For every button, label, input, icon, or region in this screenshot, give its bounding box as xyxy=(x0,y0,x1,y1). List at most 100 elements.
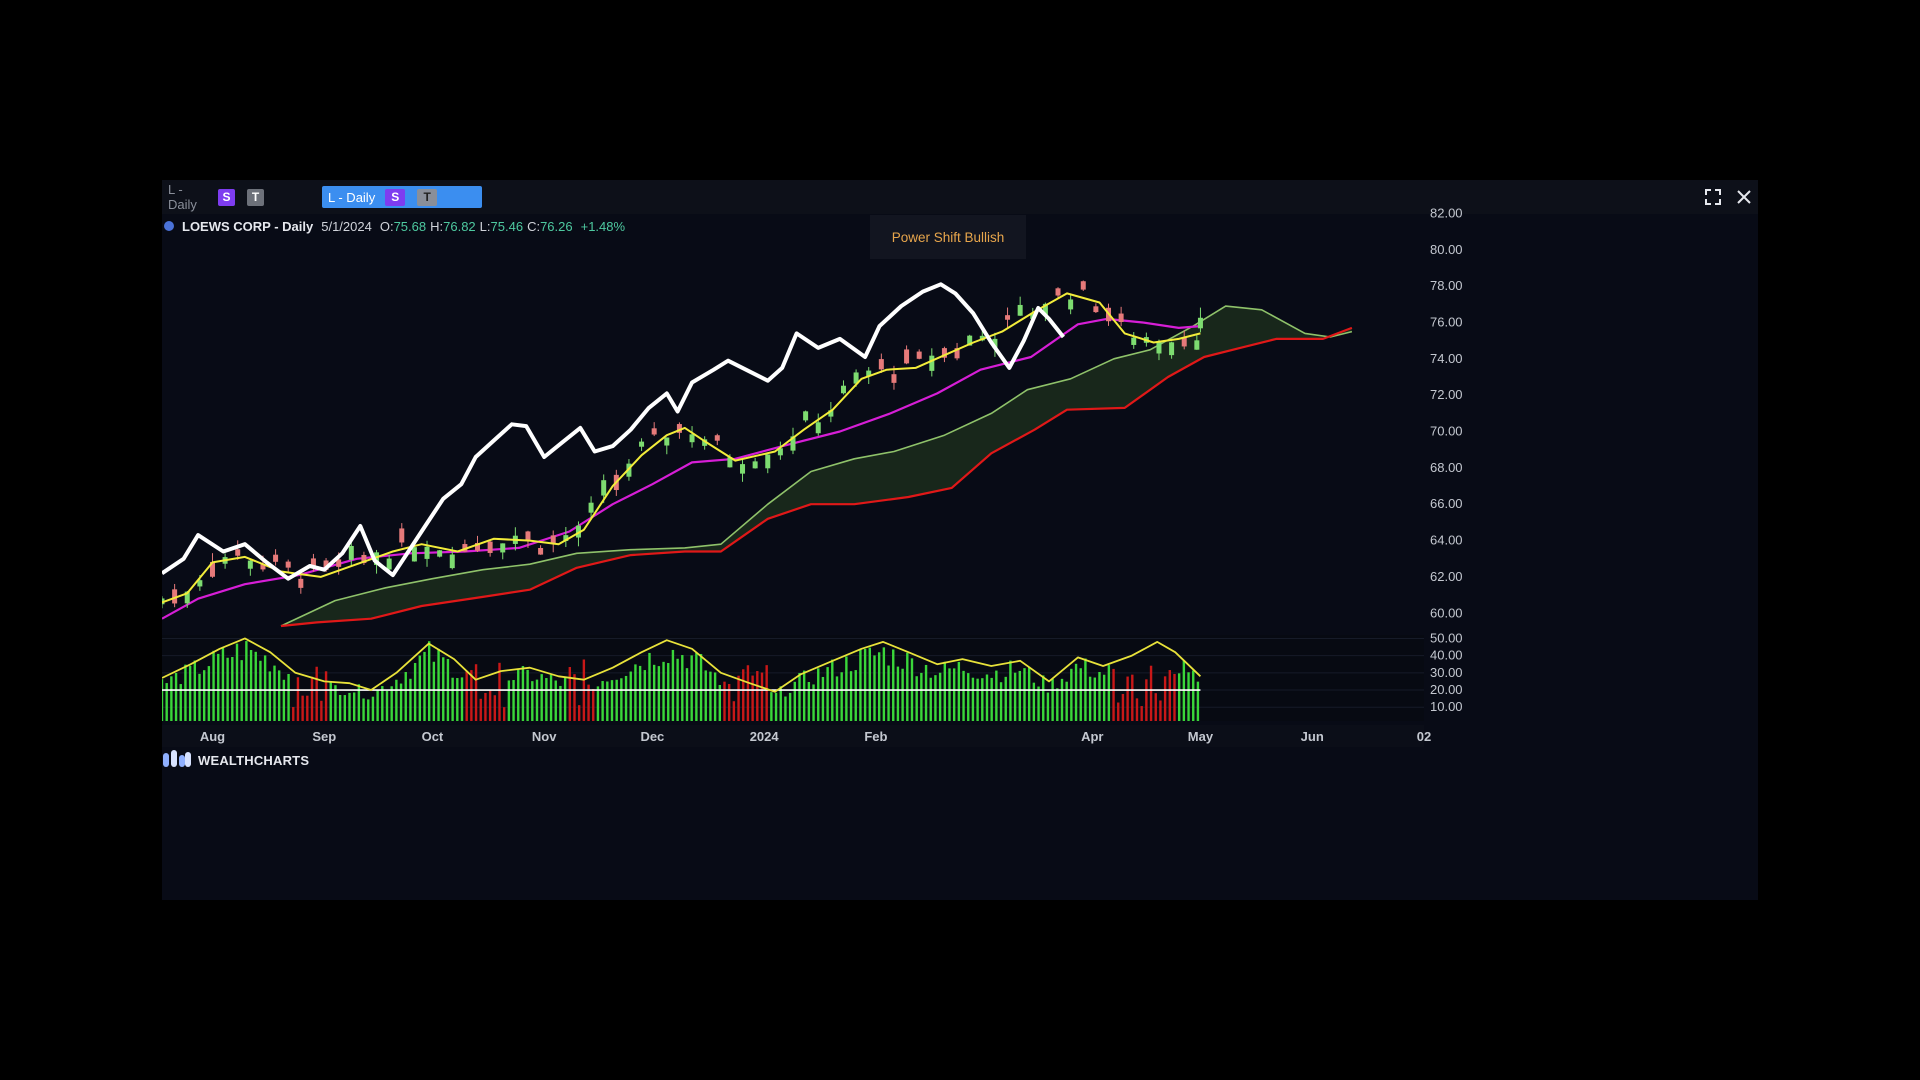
histogram-bar-down xyxy=(1140,706,1143,721)
histogram-bar-down xyxy=(1154,693,1157,721)
histogram-bar-up xyxy=(915,676,918,721)
histogram-bar-up xyxy=(1102,674,1106,721)
histogram-bar-up xyxy=(718,684,722,721)
histogram-bar-down xyxy=(310,676,314,721)
histogram-bar-up xyxy=(896,666,900,721)
tab-l-daily-1[interactable]: L - Daily S T xyxy=(162,182,282,212)
price-chart[interactable]: 82.00 80.00 78.00 76.00 74.00 72.00 70.00 68.00… xyxy=(162,180,1758,900)
studies-badge[interactable]: S xyxy=(385,188,406,206)
histogram-bar-up xyxy=(699,653,703,721)
histogram-bar-up xyxy=(924,664,928,721)
histogram-bar-down xyxy=(1149,665,1153,721)
candle xyxy=(336,559,342,567)
histogram-bar-up xyxy=(952,668,956,721)
candle xyxy=(197,580,203,587)
candle xyxy=(361,554,367,564)
histogram-bar-up xyxy=(685,668,689,721)
histogram-bar-up xyxy=(507,680,511,721)
histogram-bar-up xyxy=(217,653,220,721)
histogram-bar-up xyxy=(638,665,642,721)
histogram-bar-up xyxy=(526,669,529,721)
wealthcharts-logo: WEALTHCHARTS xyxy=(162,748,309,772)
tab-label: L - Daily xyxy=(168,182,197,212)
histogram-bar-up xyxy=(1192,670,1195,721)
histogram-bar-up xyxy=(1060,678,1064,721)
histogram-bar-up xyxy=(840,672,843,721)
candle xyxy=(500,543,506,553)
x-tick-label: Dec xyxy=(640,729,664,744)
histogram-bar-up xyxy=(277,670,281,721)
candle xyxy=(285,561,291,568)
histogram-bar-up xyxy=(788,692,792,721)
candle xyxy=(575,525,581,538)
close-icon[interactable] xyxy=(1735,188,1753,206)
tools-badge[interactable]: T xyxy=(417,188,438,206)
histogram-bar-up xyxy=(1074,663,1078,721)
histogram-bar-up xyxy=(390,686,393,721)
histogram-bar-down xyxy=(765,665,768,721)
candle xyxy=(1181,336,1187,347)
histogram-bar-up xyxy=(868,647,872,721)
histogram-bar-down xyxy=(760,672,764,721)
histogram-bar-up xyxy=(559,685,562,721)
histogram-bar-up xyxy=(835,676,839,721)
histogram-bar-up xyxy=(1093,677,1096,721)
histogram-bar-up xyxy=(1051,678,1054,721)
histogram-bar-down xyxy=(1131,674,1134,721)
osc-y-tick-label: 50.00 xyxy=(1430,630,1463,645)
histogram-bar-up xyxy=(381,686,384,721)
candle xyxy=(563,535,569,542)
histogram-bar-up xyxy=(179,684,182,721)
histogram-bar-up xyxy=(624,675,628,721)
histogram-bar-down xyxy=(488,690,492,721)
histogram-bar-up xyxy=(371,696,375,721)
histogram-bar-up xyxy=(817,668,820,721)
x-tick-label: Aug xyxy=(200,729,225,744)
candle xyxy=(348,545,354,560)
histogram-bar-down xyxy=(737,675,740,721)
logo-text: WEALTHCHARTS xyxy=(198,752,310,768)
tools-badge[interactable]: T xyxy=(247,188,264,206)
candle xyxy=(184,591,190,604)
y-tick-label: 66.00 xyxy=(1430,496,1463,511)
histogram-bar-up xyxy=(245,641,248,721)
histogram-bar-down xyxy=(1145,679,1148,721)
candle xyxy=(967,335,973,346)
candle xyxy=(525,531,531,540)
candle xyxy=(954,348,960,359)
histogram-bar-up xyxy=(770,692,773,721)
histogram-bar-up xyxy=(442,657,445,721)
y-tick-label: 72.00 xyxy=(1430,387,1463,402)
histogram-bar-down xyxy=(306,695,309,721)
histogram-bar-down xyxy=(1168,670,1171,721)
studies-badge[interactable]: S xyxy=(218,188,236,206)
histogram-bar-up xyxy=(352,692,356,721)
histogram-bar-up xyxy=(282,679,286,721)
candle xyxy=(1093,306,1099,313)
histogram-bar-down xyxy=(315,666,318,721)
candle xyxy=(424,546,430,559)
candle xyxy=(639,441,645,447)
tab-l-daily-2[interactable]: L - Daily S T xyxy=(322,186,482,208)
candle xyxy=(853,372,859,384)
candle xyxy=(1118,313,1124,322)
histogram-bar-down xyxy=(746,665,750,721)
histogram-bar-up xyxy=(620,678,623,721)
candle xyxy=(752,461,758,469)
histogram-bar-up xyxy=(854,670,857,721)
candle xyxy=(992,338,998,349)
histogram-bar-down xyxy=(479,698,482,721)
y-tick-label: 68.00 xyxy=(1430,460,1463,475)
high-value: 76.82 xyxy=(443,218,476,234)
candle xyxy=(298,578,304,588)
histogram-bar-down xyxy=(493,695,497,721)
maximize-icon[interactable] xyxy=(1704,188,1722,206)
histogram-group xyxy=(162,641,1200,721)
candle xyxy=(815,422,821,434)
histogram-bar-up xyxy=(531,681,534,721)
candle xyxy=(411,547,417,562)
candle xyxy=(1055,288,1061,296)
x-tick-label: 02 xyxy=(1417,729,1431,744)
histogram-bar-up xyxy=(892,649,895,721)
histogram-bar-up xyxy=(540,674,543,721)
